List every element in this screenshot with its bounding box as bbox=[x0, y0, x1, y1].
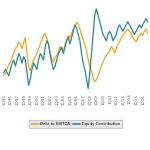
Legend: Debt to EBITDA, Equity Contribution: Debt to EBITDA, Equity Contribution bbox=[29, 120, 122, 128]
